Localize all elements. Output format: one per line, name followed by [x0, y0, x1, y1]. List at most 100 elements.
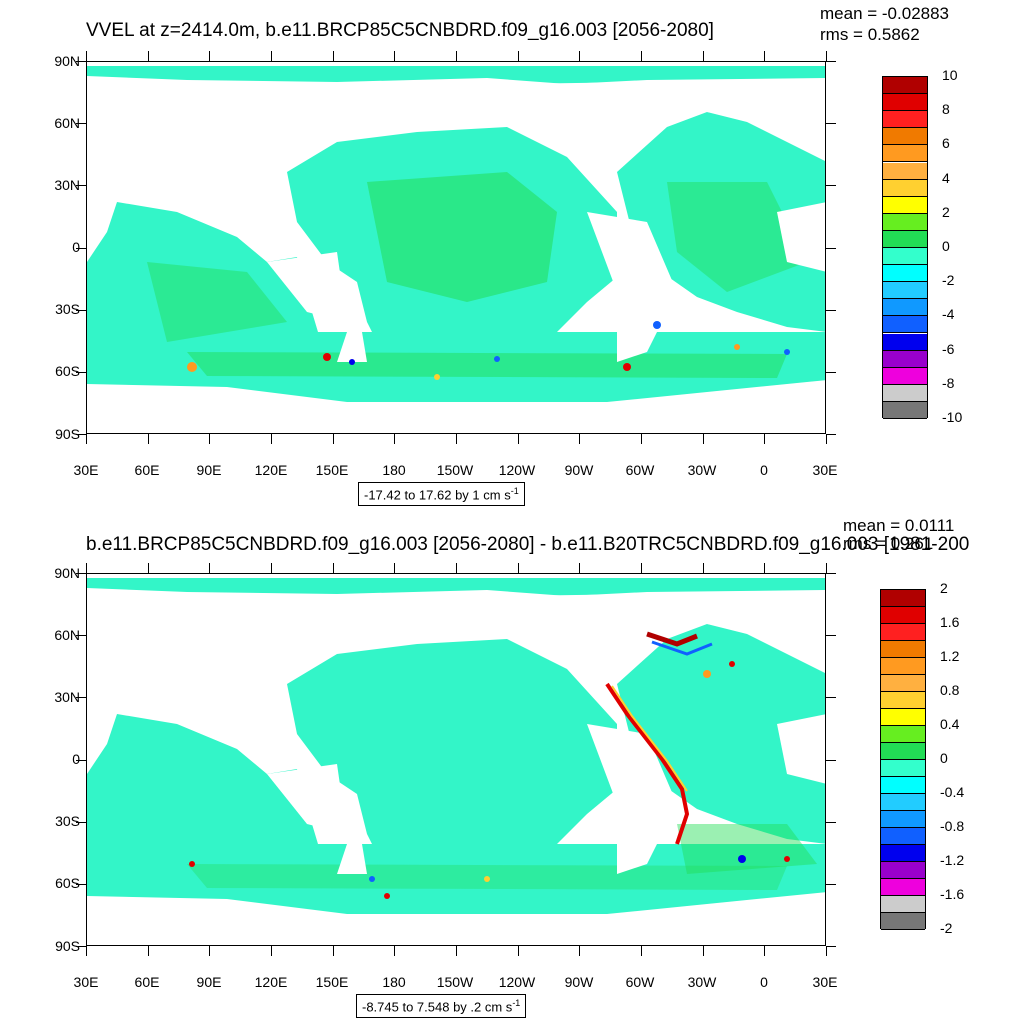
lon-tick — [826, 946, 827, 956]
lat-label-90n: 90N — [54, 565, 80, 581]
colorbar-label: 2 — [940, 580, 948, 596]
lon-tick — [271, 434, 272, 444]
lat-label-30s: 30S — [55, 813, 80, 829]
colorbar-swatch — [883, 230, 927, 248]
colorbar-swatch — [883, 77, 927, 95]
lat-label-0: 0 — [20, 751, 80, 767]
lon-tick — [702, 563, 704, 573]
colorbar-label: -1.6 — [940, 886, 965, 902]
rms-stat: rms = 0.261 — [843, 534, 934, 553]
lat-label-60s: 60S — [55, 363, 80, 379]
lat-tick — [826, 371, 836, 373]
panel-top: VVEL at z=2414.0m, b.e11.BRCP85C5CNBDRD.… — [20, 4, 963, 507]
colorbar-label: -2 — [940, 920, 953, 936]
colorbar-swatch — [883, 333, 927, 351]
colorbar-label: -10 — [942, 409, 963, 425]
unit-exponent: -1 — [512, 998, 521, 1008]
lat-tick — [76, 946, 86, 947]
lon-tick — [332, 51, 334, 61]
lat-tick — [76, 821, 86, 823]
lat-label-30s: 30S — [55, 301, 80, 317]
lon-tick — [517, 563, 519, 573]
lon-label-120w: 120W — [498, 974, 536, 990]
mean-stat: mean = -0.02883 — [820, 4, 950, 23]
land-masses — [87, 82, 825, 433]
lon-label-0: 0 — [760, 974, 768, 990]
lon-label-60w: 60W — [625, 462, 655, 478]
map-title: VVEL at z=2414.0m, b.e11.BRCP85C5CNBDRD.… — [86, 20, 714, 41]
colorbar-swatch — [883, 179, 927, 197]
lat-label-60n: 60N — [54, 115, 80, 131]
colorbar-label: -0.8 — [940, 818, 965, 834]
lon-label-90w: 90W — [564, 974, 594, 990]
lon-label-90e: 90E — [196, 974, 222, 990]
colorbar-swatch — [881, 845, 925, 862]
lat-tick — [826, 247, 836, 249]
lat-label-90s: 90S — [55, 938, 80, 954]
colorbar — [880, 589, 926, 930]
lon-label-150e: 150E — [315, 974, 349, 990]
colorbar-swatch — [883, 94, 927, 112]
boundary-current-signal — [189, 631, 790, 899]
lon-tick — [579, 946, 581, 956]
lon-tick — [147, 434, 149, 444]
colorbar-swatch — [883, 367, 927, 385]
colorbar-label: -4 — [942, 306, 955, 323]
lat-label-30n: 30N — [54, 177, 80, 193]
lon-tick — [641, 434, 642, 444]
colorbar-label: 0.8 — [940, 682, 960, 698]
lat-tick — [826, 123, 836, 125]
colorbar-swatch — [881, 675, 925, 692]
lat-label-0: 0 — [20, 239, 80, 255]
colorbar-swatch — [881, 709, 925, 726]
lon-tick — [764, 434, 766, 444]
colorbar-swatch — [881, 726, 925, 743]
land-masses — [87, 594, 825, 945]
colorbar-swatch — [883, 145, 927, 163]
colorbar-swatch — [883, 299, 927, 317]
colorbar-label: 0 — [940, 750, 948, 766]
lon-tick — [271, 946, 272, 956]
map-canvas — [87, 62, 825, 433]
colorbar-label: 8 — [942, 101, 950, 118]
lat-tick — [826, 759, 836, 761]
rms-stat: rms = 0.5862 — [820, 25, 920, 44]
colorbar-swatch — [881, 607, 925, 624]
lon-label-60e: 60E — [134, 974, 160, 990]
colorbar-swatch — [881, 896, 925, 913]
lon-tick — [579, 563, 581, 573]
colorbar-swatch — [881, 811, 925, 828]
lat-label-60n: 60N — [54, 627, 80, 643]
lon-label-0: 0 — [760, 462, 768, 478]
lon-label-30w: 30W — [687, 462, 717, 478]
map-title: b.e11.BRCP85C5CNBDRD.f09_g16.003 [2056-2… — [86, 534, 970, 555]
unit-exponent: -1 — [510, 486, 519, 496]
ocean-fill — [87, 578, 825, 919]
lon-tick — [147, 563, 149, 573]
colorbar-swatch — [881, 913, 925, 930]
lat-tick — [76, 573, 86, 574]
colorbar-swatch — [881, 777, 925, 794]
colorbar-swatch — [883, 401, 927, 419]
colorbar-label: 1.2 — [940, 648, 960, 664]
colorbar-swatch — [883, 196, 927, 214]
lat-tick — [76, 309, 86, 311]
colorbar-swatch — [881, 862, 925, 879]
colorbar-swatch — [881, 658, 925, 675]
lat-tick — [76, 635, 86, 637]
lon-tick — [702, 51, 704, 61]
colorbar-label: 0 — [942, 238, 950, 254]
lon-tick — [702, 434, 704, 444]
lon-label-180: 180 — [382, 462, 406, 478]
lat-label-90s: 90S — [55, 426, 80, 442]
lon-tick — [86, 563, 87, 573]
colorbar-label: -2 — [942, 272, 955, 289]
colorbar-swatch — [881, 743, 925, 760]
lon-tick — [86, 434, 87, 444]
lon-tick — [332, 434, 334, 444]
lon-label-30e-right: 30E — [812, 974, 838, 990]
colorbar-swatch — [883, 248, 927, 266]
colorbar-swatch — [881, 794, 925, 811]
colorbar-swatch — [883, 316, 927, 334]
contour-range-box: -17.42 to 17.62 by 1 cm s-1 — [358, 482, 525, 507]
